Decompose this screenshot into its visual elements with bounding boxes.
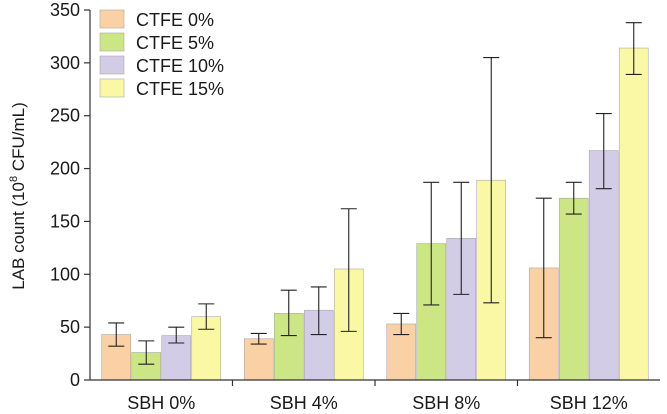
- y-axis-title: LAB count (108 CFU/mL): [8, 102, 28, 290]
- y-tick-label: 350: [50, 0, 80, 20]
- x-category-label: SBH 0%: [127, 393, 195, 413]
- legend-label: CTFE 10%: [136, 56, 224, 76]
- legend-swatch: [99, 9, 125, 29]
- legend-label: CTFE 5%: [136, 33, 214, 53]
- legend-swatch: [99, 78, 125, 98]
- bar: [243, 338, 274, 381]
- error-bars-layer: [108, 22, 642, 365]
- legend-label: CTFE 15%: [136, 79, 224, 99]
- x-category-label: SBH 4%: [270, 393, 338, 413]
- y-tick-label: 250: [50, 106, 80, 126]
- x-category-label: SBH 12%: [550, 393, 628, 413]
- bar: [618, 47, 649, 381]
- y-ticks-layer: 0 50 100 150 200 250 300 350: [50, 0, 90, 390]
- y-tick-label: 150: [50, 211, 80, 231]
- y-tick-label: 300: [50, 53, 80, 73]
- y-tick-label: 200: [50, 159, 80, 179]
- y-tick-label: 0: [70, 370, 80, 390]
- y-tick-label: 50: [60, 317, 80, 337]
- bar: [558, 197, 589, 381]
- legend: CTFE 0% CTFE 5% CTFE 10% CTFE 15%: [99, 9, 224, 99]
- legend-label: CTFE 0%: [136, 10, 214, 30]
- legend-swatch: [99, 55, 125, 75]
- x-categories-layer: SBH 0% SBH 4% SBH 8% SBH 12%: [127, 380, 628, 413]
- y-tick-label: 100: [50, 264, 80, 284]
- legend-swatch: [99, 32, 125, 52]
- x-category-label: SBH 8%: [412, 393, 480, 413]
